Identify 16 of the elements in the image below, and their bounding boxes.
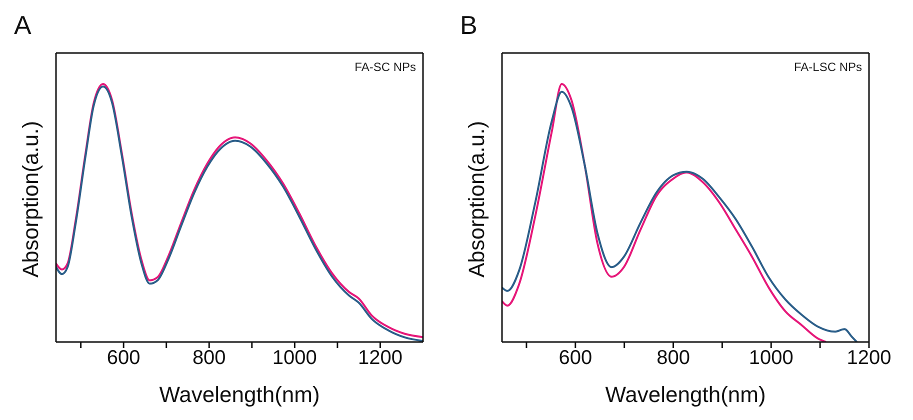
x-tick-label: 800 [192, 347, 226, 370]
x-axis-title: Wavelength(nm) [159, 382, 320, 407]
chart-title: B [460, 10, 478, 41]
x-tick-label: 1000 [748, 347, 794, 370]
text: FA-SC NPs [354, 60, 416, 74]
x-tick-label: 600 [106, 347, 140, 370]
x-tick-label: 1200 [846, 347, 892, 370]
x-tick-label: 1000 [272, 347, 317, 370]
chart-title: A [14, 10, 32, 41]
y-axis-title: Absorption(a.u.) [18, 120, 43, 278]
x-tick-label: 1200 [358, 347, 402, 370]
y-axis-title: Absorption(a.u.) [464, 120, 489, 278]
text: FA-LSC NPs [794, 60, 862, 74]
x-tick-label: 600 [558, 347, 592, 370]
x-axis-title: Wavelength(nm) [605, 382, 766, 407]
x-tick-label: 800 [656, 347, 690, 370]
